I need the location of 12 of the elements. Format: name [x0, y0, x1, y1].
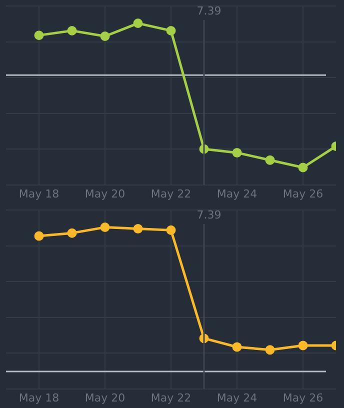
x-tick-label: May 18: [18, 187, 60, 200]
x-tick-label: May 18: [18, 391, 60, 404]
x-tick-label: May 26: [282, 187, 324, 200]
x-tick-label: May 22: [150, 391, 192, 404]
x-tick-label: May 22: [150, 187, 192, 200]
x-tick-label: May 26: [282, 391, 324, 404]
x-tick-label: May 20: [84, 391, 126, 404]
x-tick-label: May 24: [216, 187, 258, 200]
ref-line-label: 7.39: [196, 4, 222, 18]
x-tick-label: May 24: [216, 391, 258, 404]
ref-line-label: 7.39: [196, 208, 222, 222]
x-tick-label: May 20: [84, 187, 126, 200]
